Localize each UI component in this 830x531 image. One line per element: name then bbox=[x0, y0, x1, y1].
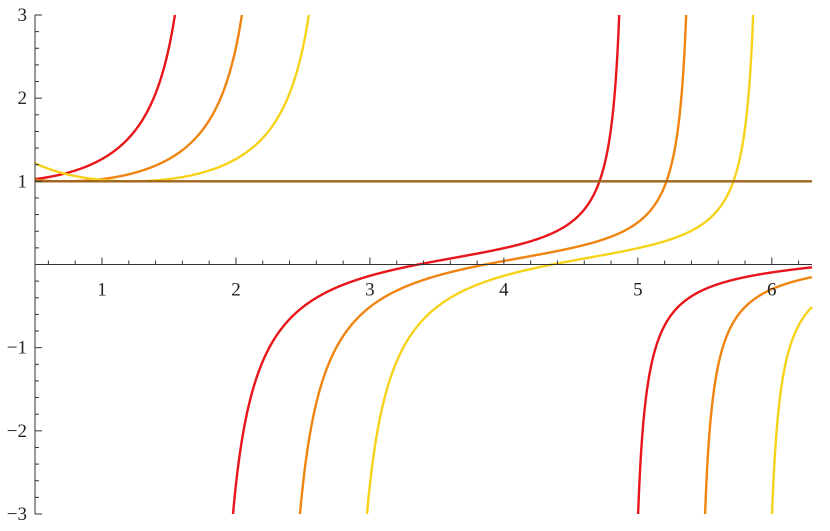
y-tick-label: −2 bbox=[7, 421, 27, 442]
x-ticks: 1 2 3 4 5 6 bbox=[47, 257, 800, 301]
x-tick-label: 6 bbox=[767, 280, 777, 301]
y-tick-label: −3 bbox=[7, 504, 27, 525]
x-tick-label: 3 bbox=[365, 280, 375, 301]
axes: 1 2 3 4 5 6 −3 −2 −1 1 2 3 bbox=[7, 5, 812, 525]
y-tick-label: 2 bbox=[18, 88, 28, 109]
series-curves bbox=[33, 15, 814, 514]
y-tick-label: 3 bbox=[18, 5, 28, 26]
series-line-3 bbox=[33, 15, 814, 514]
x-tick-label: 1 bbox=[97, 280, 107, 301]
x-tick-label: 4 bbox=[499, 280, 509, 301]
y-ticks: −3 −2 −1 1 2 3 bbox=[7, 5, 42, 525]
series-line-1 bbox=[33, 15, 814, 514]
y-tick-label: 1 bbox=[18, 171, 28, 192]
x-tick-label: 2 bbox=[231, 280, 241, 301]
y-tick-label: −1 bbox=[7, 338, 27, 359]
x-tick-label: 5 bbox=[633, 280, 643, 301]
